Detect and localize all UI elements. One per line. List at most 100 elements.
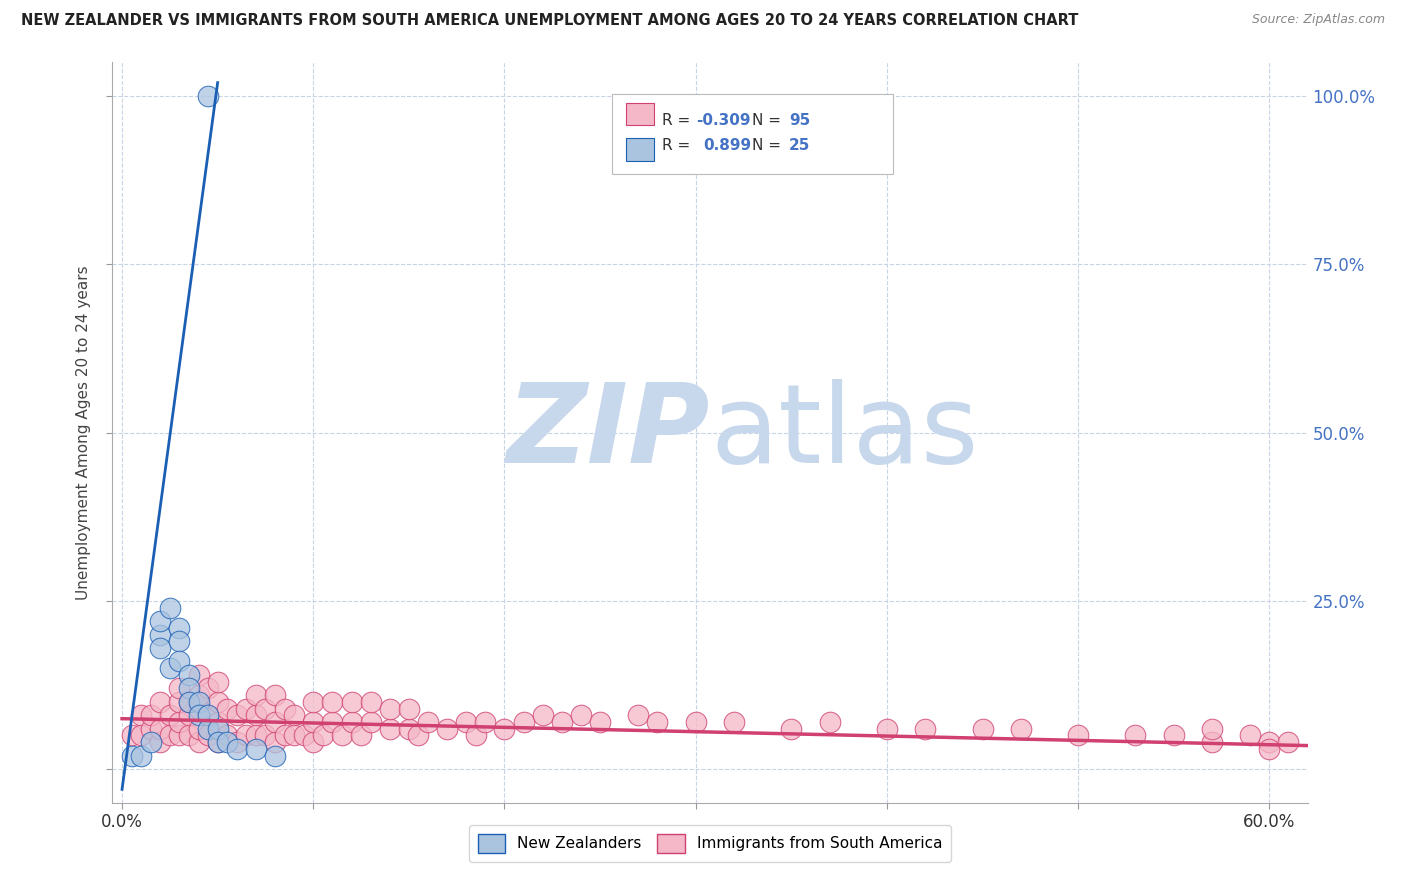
Y-axis label: Unemployment Among Ages 20 to 24 years: Unemployment Among Ages 20 to 24 years xyxy=(76,265,91,600)
Point xyxy=(169,729,191,743)
Point xyxy=(436,722,458,736)
Point xyxy=(474,714,496,729)
Point xyxy=(197,681,219,696)
Point xyxy=(464,729,486,743)
Point xyxy=(647,714,669,729)
Point xyxy=(254,701,277,715)
Point xyxy=(876,722,898,736)
Point xyxy=(149,627,172,641)
Point xyxy=(340,695,363,709)
Point xyxy=(264,714,287,729)
Point xyxy=(225,735,247,749)
Point xyxy=(207,722,229,736)
Point xyxy=(254,729,277,743)
Point xyxy=(723,714,745,729)
Point xyxy=(225,742,247,756)
Point xyxy=(378,722,401,736)
Point xyxy=(398,701,420,715)
Point xyxy=(187,701,209,715)
Point xyxy=(149,722,172,736)
Point xyxy=(187,668,209,682)
Point xyxy=(245,742,267,756)
Point xyxy=(177,695,200,709)
Point xyxy=(169,681,191,696)
Text: N =: N = xyxy=(752,138,782,153)
Point xyxy=(169,695,191,709)
Point xyxy=(149,640,172,655)
Text: R =: R = xyxy=(662,138,690,153)
Text: -0.309: -0.309 xyxy=(696,113,751,128)
Point xyxy=(207,735,229,749)
Point xyxy=(972,722,994,736)
Text: R =: R = xyxy=(662,113,690,128)
Point xyxy=(159,661,181,675)
Point xyxy=(169,634,191,648)
Point xyxy=(818,714,841,729)
Text: 0.899: 0.899 xyxy=(703,138,751,153)
Point xyxy=(197,708,219,723)
Point xyxy=(197,89,219,103)
Point xyxy=(129,729,152,743)
Point xyxy=(408,729,430,743)
Point xyxy=(1201,722,1223,736)
Point xyxy=(312,729,335,743)
Point xyxy=(187,735,209,749)
Point xyxy=(159,600,181,615)
Point xyxy=(177,708,200,723)
Point xyxy=(169,714,191,729)
Point xyxy=(245,708,267,723)
Point xyxy=(456,714,478,729)
Point xyxy=(159,729,181,743)
Point xyxy=(197,708,219,723)
Point xyxy=(378,701,401,715)
Point xyxy=(159,708,181,723)
Point xyxy=(340,714,363,729)
Point xyxy=(627,708,650,723)
Point xyxy=(139,708,162,723)
Point xyxy=(1258,742,1281,756)
Point xyxy=(149,735,172,749)
Point xyxy=(139,735,162,749)
Text: 95: 95 xyxy=(789,113,810,128)
Point xyxy=(302,695,325,709)
Text: NEW ZEALANDER VS IMMIGRANTS FROM SOUTH AMERICA UNEMPLOYMENT AMONG AGES 20 TO 24 : NEW ZEALANDER VS IMMIGRANTS FROM SOUTH A… xyxy=(21,13,1078,29)
Point xyxy=(292,729,315,743)
Point xyxy=(187,708,209,723)
Point xyxy=(177,668,200,682)
Point xyxy=(207,674,229,689)
Point xyxy=(197,729,219,743)
Point xyxy=(780,722,803,736)
Point xyxy=(1277,735,1299,749)
Point xyxy=(1067,729,1090,743)
Point xyxy=(235,729,257,743)
Text: N =: N = xyxy=(752,113,782,128)
Point xyxy=(512,714,534,729)
Point xyxy=(225,708,247,723)
Point xyxy=(264,748,287,763)
Point xyxy=(350,729,373,743)
Point xyxy=(207,695,229,709)
Point xyxy=(217,735,239,749)
Point xyxy=(531,708,554,723)
Point xyxy=(245,729,267,743)
Point xyxy=(149,695,172,709)
Point xyxy=(187,722,209,736)
Point xyxy=(1010,722,1032,736)
Point xyxy=(169,621,191,635)
Text: atlas: atlas xyxy=(710,379,979,486)
Point xyxy=(589,714,612,729)
Point xyxy=(1239,729,1261,743)
Point xyxy=(416,714,439,729)
Point xyxy=(360,695,382,709)
Point xyxy=(169,655,191,669)
Point xyxy=(177,729,200,743)
Point xyxy=(302,714,325,729)
Point xyxy=(321,714,343,729)
Point xyxy=(551,714,574,729)
Point xyxy=(1258,735,1281,749)
Point xyxy=(207,714,229,729)
Point xyxy=(121,748,143,763)
Point xyxy=(187,695,209,709)
Point xyxy=(273,701,295,715)
Text: Source: ZipAtlas.com: Source: ZipAtlas.com xyxy=(1251,13,1385,27)
